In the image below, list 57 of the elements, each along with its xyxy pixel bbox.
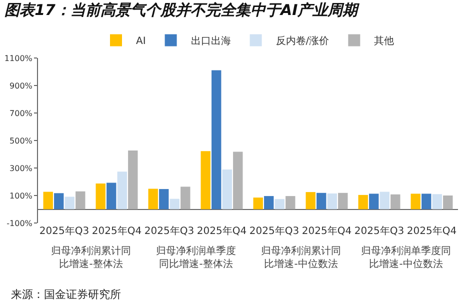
- bar: [43, 192, 53, 210]
- bar: [212, 70, 222, 210]
- text: 归母净利润累计同比增速-整体法: [51, 245, 131, 270]
- text: 归母净利润单季度同比增速-整体法: [156, 245, 236, 270]
- chart-title: 图表17：当前高景气个股并不完全集中于AI产业周期: [4, 1, 361, 20]
- bar: [117, 172, 127, 210]
- bar: [390, 194, 400, 210]
- bar: [128, 150, 138, 210]
- x-tick-label: 2025年Q4: [196, 225, 247, 237]
- bar: [443, 196, 453, 210]
- bar: [422, 194, 432, 210]
- text: 归母净利润单季度同比增速-中位数法: [361, 245, 451, 270]
- legend-label: AI: [136, 36, 146, 48]
- bar: [286, 196, 296, 210]
- source-note: 来源：国金证券研究所: [11, 288, 121, 301]
- x-tick-label: 2025年Q3: [354, 225, 404, 237]
- bar: [222, 170, 232, 210]
- bar: [180, 186, 190, 210]
- bar: [233, 152, 243, 210]
- x-tick-label: 2025年Q4: [302, 225, 352, 237]
- y-tick-label: -100%: [6, 218, 33, 228]
- x-tick-label: 2025年Q4: [406, 225, 457, 237]
- bar: [274, 199, 284, 210]
- bar: [380, 192, 390, 210]
- legend-label: 出口出海: [190, 35, 231, 48]
- y-tick-label: 700%: [10, 108, 33, 118]
- x-tick-label: 2025年Q3: [249, 225, 300, 237]
- y-tick-label: 500%: [10, 136, 33, 146]
- x-tick-label: 2025年Q4: [92, 225, 142, 237]
- bar: [316, 192, 326, 210]
- bar: [358, 194, 368, 210]
- y-tick-label: 100%: [10, 191, 33, 200]
- legend-label: 反内卷/涨价: [276, 35, 330, 48]
- bar: [264, 196, 274, 210]
- bar: [327, 193, 337, 210]
- y-tick-label: 300%: [10, 164, 33, 173]
- bar: [338, 192, 348, 210]
- bar: [432, 194, 442, 210]
- bar: [253, 198, 263, 210]
- y-tick-label: 900%: [10, 81, 33, 90]
- x-tick-label: 2025年Q3: [144, 225, 194, 237]
- bar: [159, 189, 169, 210]
- legend-label: 其他: [374, 35, 394, 48]
- bar: [54, 193, 64, 210]
- text: 归母净利润累计同比增速-中位数法: [261, 245, 341, 270]
- bar: [148, 188, 158, 210]
- bar: [200, 151, 210, 210]
- bar: [410, 194, 420, 210]
- bar: [306, 192, 316, 210]
- bar: [369, 194, 379, 210]
- bar: [106, 182, 116, 210]
- bar: [64, 196, 74, 210]
- y-tick-label: 1100%: [4, 54, 33, 63]
- bar: [76, 191, 86, 210]
- bar: [96, 184, 106, 210]
- bar: [170, 198, 180, 210]
- x-tick-label: 2025年Q3: [39, 225, 90, 237]
